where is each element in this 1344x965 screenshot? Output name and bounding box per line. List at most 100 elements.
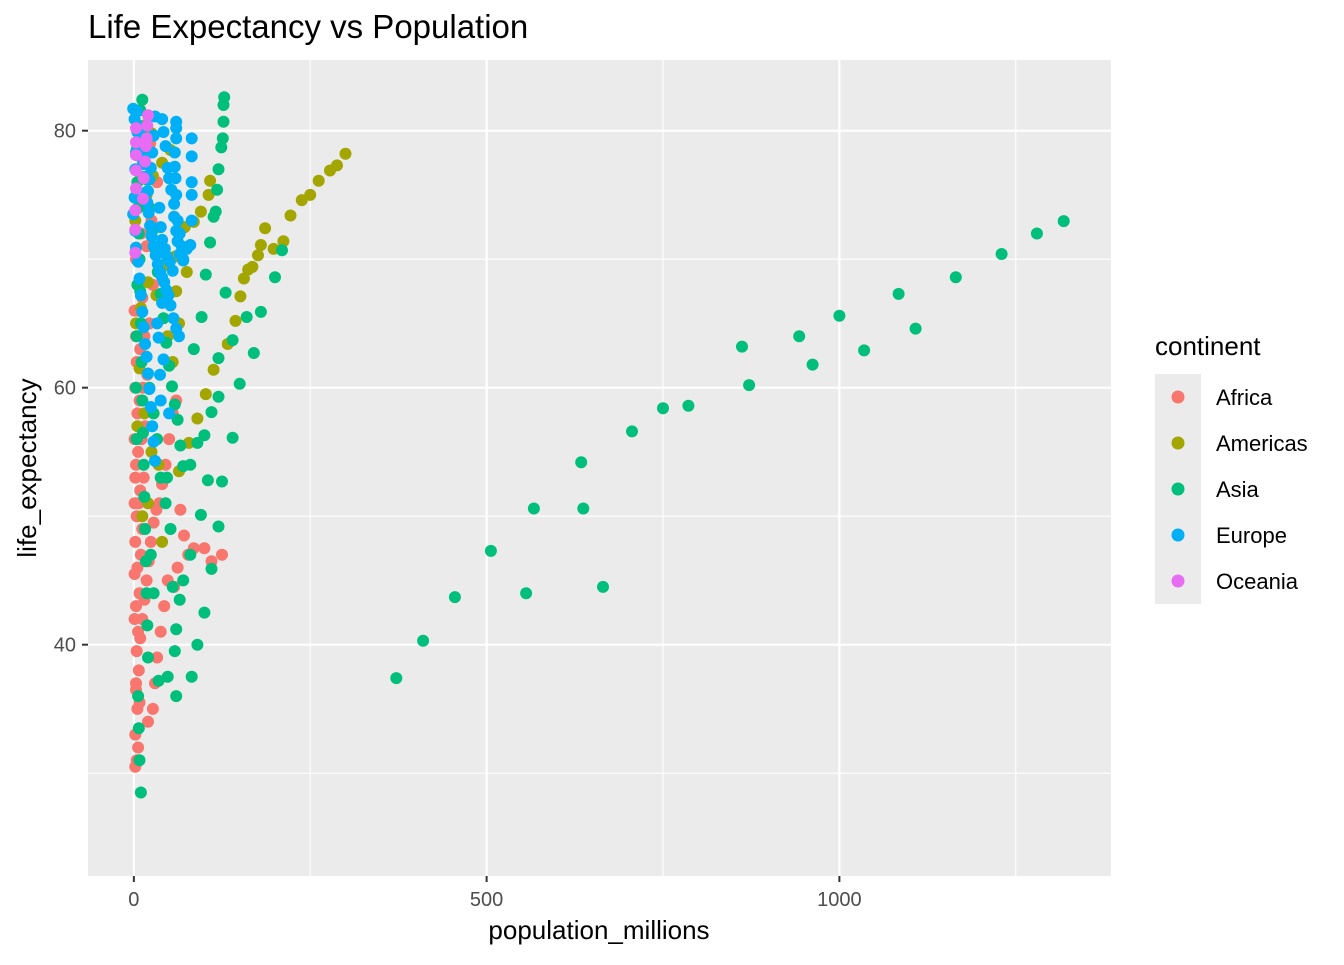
data-point (137, 321, 150, 334)
data-point (175, 240, 188, 253)
data-point (198, 542, 211, 555)
data-point (140, 350, 153, 363)
chart-title: Life Expectancy vs Population (88, 8, 528, 45)
data-point (949, 271, 962, 284)
data-point (233, 377, 246, 390)
data-point (139, 155, 152, 168)
data-point (207, 210, 220, 223)
data-point (137, 192, 149, 205)
data-point (448, 591, 461, 604)
data-point (806, 358, 819, 371)
data-point (597, 580, 609, 593)
data-point (390, 672, 403, 685)
data-point (682, 399, 695, 412)
data-point (909, 322, 922, 335)
data-point (858, 344, 871, 357)
data-point (156, 535, 169, 548)
data-point (152, 331, 165, 344)
data-point (128, 497, 141, 510)
data-point (154, 625, 167, 638)
data-point (626, 425, 638, 438)
data-point (185, 176, 198, 189)
data-point (229, 314, 242, 327)
data-point (215, 141, 228, 154)
data-point (154, 368, 166, 381)
data-point (166, 580, 179, 593)
data-point (736, 340, 748, 353)
data-point (128, 568, 141, 580)
data-point (130, 330, 143, 343)
data-point (158, 600, 171, 613)
data-point (132, 255, 145, 268)
data-point (312, 174, 325, 187)
data-point (130, 105, 143, 118)
data-point (324, 164, 336, 177)
data-point (216, 132, 229, 145)
data-point (147, 240, 160, 253)
data-point (161, 670, 174, 683)
data-point (130, 149, 142, 162)
data-point (170, 115, 183, 128)
data-point (132, 664, 145, 677)
data-point (173, 227, 186, 240)
data-point (157, 126, 170, 138)
data-point (145, 445, 158, 458)
data-point (144, 548, 157, 561)
data-point (185, 188, 198, 201)
data-point (170, 188, 183, 201)
data-points (127, 91, 1070, 799)
data-point (191, 436, 204, 449)
data-point (137, 458, 150, 471)
data-point (254, 239, 267, 251)
data-point (170, 690, 183, 703)
data-point (198, 429, 211, 442)
data-point (154, 221, 167, 234)
data-point (170, 132, 183, 145)
data-point (417, 634, 430, 647)
x-axis: 0 500 1000 (128, 876, 862, 911)
y-axis: 40 60 80 (54, 121, 88, 657)
data-point (139, 140, 152, 153)
data-point (177, 254, 190, 267)
data-point (743, 379, 756, 392)
data-point (216, 475, 228, 488)
data-point (159, 140, 172, 153)
data-point (252, 249, 264, 262)
data-point (168, 146, 181, 159)
data-point (145, 230, 158, 243)
legend-label-asia: Asia (1216, 477, 1260, 502)
data-point (212, 390, 225, 403)
data-point (484, 544, 497, 557)
data-point (201, 474, 214, 487)
data-point (134, 632, 147, 645)
data-point (138, 490, 151, 503)
legend-title: continent (1155, 331, 1261, 361)
data-point (226, 334, 239, 347)
data-point (144, 401, 157, 413)
y-tick-label: 80 (54, 121, 76, 143)
legend-label-oceania: Oceania (1216, 569, 1299, 594)
data-point (130, 122, 142, 135)
y-tick-label: 40 (54, 635, 76, 657)
data-point (177, 574, 190, 587)
data-point (204, 174, 217, 187)
data-point (129, 223, 142, 236)
data-point (284, 209, 297, 222)
data-point (136, 305, 149, 318)
data-point (147, 435, 160, 448)
data-point (259, 222, 272, 235)
data-point (166, 264, 179, 277)
data-point (156, 233, 169, 246)
data-point (142, 109, 154, 122)
data-point (1030, 227, 1043, 240)
data-point (212, 352, 225, 365)
data-point (136, 394, 149, 407)
data-point (1057, 215, 1070, 228)
data-point (205, 562, 218, 575)
data-point (793, 330, 806, 343)
data-point (132, 722, 145, 735)
data-point (154, 394, 167, 407)
data-point (133, 754, 146, 767)
plot-panel (88, 60, 1111, 876)
data-point (892, 287, 905, 300)
